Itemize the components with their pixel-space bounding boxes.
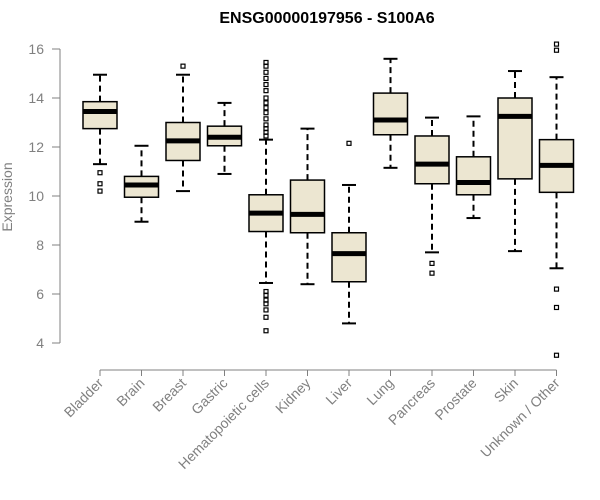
outlier-point: [429, 270, 435, 276]
box-liver: [331, 140, 367, 325]
outlier-point: [263, 69, 269, 75]
outlier-point: [263, 288, 269, 295]
outlier-point: [263, 95, 269, 101]
box-breast: [165, 63, 201, 193]
iqr-box: [497, 97, 533, 180]
box-hematopoietic-cells: [248, 59, 284, 334]
outlier-point: [263, 297, 269, 303]
y-tick-label: 14: [28, 90, 44, 106]
outlier-point: [553, 41, 560, 47]
x-tick-label: Kidney: [272, 375, 314, 417]
x-tick-label: Unknown / Other: [477, 375, 563, 461]
outlier-point: [263, 314, 269, 320]
box-brain: [123, 144, 160, 223]
box-bladder: [82, 73, 118, 194]
outlier-point: [263, 110, 269, 116]
outlier-point: [263, 307, 269, 313]
x-tick-label: Breast: [149, 375, 189, 415]
outlier-point: [553, 47, 560, 53]
x-tick-label: Skin: [491, 375, 522, 406]
outlier-point: [553, 352, 560, 358]
outlier-point: [553, 286, 560, 292]
iqr-box: [414, 135, 450, 185]
box-gastric: [206, 101, 243, 175]
box-pancreas: [414, 116, 450, 276]
outlier-point: [97, 188, 103, 194]
outlier-point: [429, 260, 435, 266]
x-tick-label: Lung: [363, 375, 396, 408]
iqr-box: [331, 232, 367, 283]
outlier-point: [180, 63, 186, 69]
outlier-point: [263, 88, 269, 94]
outlier-point: [346, 140, 352, 146]
outlier-point: [263, 81, 269, 88]
outlier-point: [263, 59, 269, 66]
y-tick-label: 6: [36, 286, 44, 302]
x-tick-label: Prostate: [431, 375, 479, 423]
iqr-box: [455, 156, 492, 196]
outlier-point: [263, 122, 269, 128]
box-skin: [497, 70, 533, 253]
y-tick-label: 4: [36, 335, 44, 351]
x-tick-label: Liver: [322, 375, 355, 408]
y-tick-label: 16: [28, 41, 44, 57]
x-tick-label: Bladder: [61, 375, 107, 421]
y-tick-label: 12: [28, 139, 44, 155]
x-tick-label: Brain: [113, 375, 147, 409]
y-tick-label: 8: [36, 237, 44, 253]
outlier-point: [263, 105, 269, 111]
iqr-box: [82, 100, 118, 130]
chart-title: ENSG00000197956 - S100A6: [219, 10, 434, 27]
y-tick-label: 10: [28, 188, 44, 204]
y-axis-label: Expression: [0, 162, 15, 231]
outlier-point: [263, 100, 269, 106]
box-unknown-other: [538, 41, 575, 358]
iqr-box: [372, 92, 409, 136]
outlier-point: [263, 328, 269, 334]
outlier-point: [553, 304, 560, 311]
outlier-point: [97, 181, 103, 187]
box-lung: [372, 57, 409, 169]
iqr-box: [289, 179, 326, 234]
outlier-point: [263, 116, 269, 122]
box-kidney: [289, 127, 326, 286]
outlier-point: [263, 75, 269, 82]
box-prostate: [455, 115, 492, 220]
outlier-point: [97, 170, 103, 176]
